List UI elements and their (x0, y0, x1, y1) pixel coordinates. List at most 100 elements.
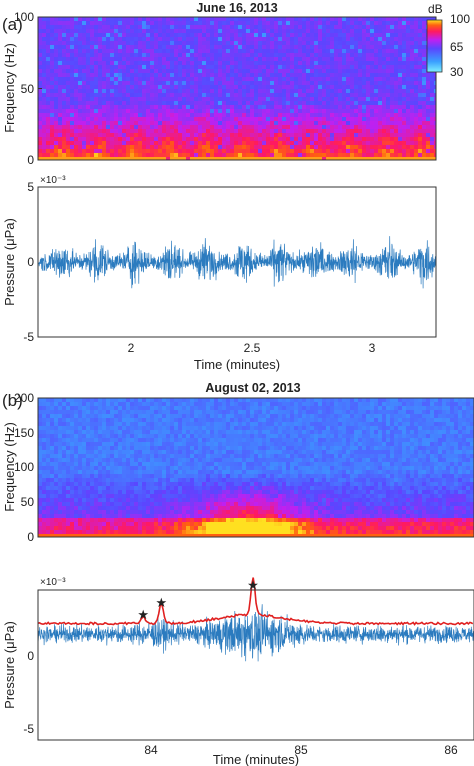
spectrogram-cell (158, 398, 162, 402)
spectrogram-cell (234, 101, 238, 105)
spectrogram-cell (118, 113, 122, 117)
spectrogram-cell (66, 514, 70, 518)
spectrogram-cell (210, 81, 214, 85)
spectrogram-cell (66, 53, 70, 57)
spectrogram-cell (130, 65, 134, 69)
spectrogram-cell (54, 109, 58, 113)
spectrogram-cell (50, 454, 54, 458)
spectrogram-cell (386, 45, 390, 49)
spectrogram-cell (162, 53, 166, 57)
spectrogram-cell (378, 105, 382, 109)
spectrogram-cell (330, 89, 334, 93)
spectrogram-cell (58, 89, 62, 93)
spectrogram-cell (418, 145, 422, 149)
spectrogram-cell (86, 454, 90, 458)
spectrogram-cell (70, 37, 74, 41)
spectrogram-cell (178, 17, 182, 21)
spectrogram-cell (242, 25, 246, 29)
spectrogram-cell (226, 113, 230, 117)
spectrogram-cell (130, 406, 134, 410)
spectrogram-cell (74, 418, 78, 422)
spectrogram-cell (226, 157, 230, 160)
spectrogram-cell (74, 490, 78, 494)
spectrogram-cell (106, 113, 110, 117)
spectrogram-cell (290, 33, 294, 37)
spectrogram-cell (94, 474, 98, 478)
spectrogram-cell (62, 57, 66, 61)
spectrogram-cell (50, 410, 54, 414)
spectrogram-cell (46, 113, 50, 117)
spectrogram-cell (358, 57, 362, 61)
spectrogram-cell (422, 21, 426, 25)
spectrogram-cell (82, 458, 86, 462)
spectrogram-cell (306, 85, 310, 89)
spectrogram-cell (142, 29, 146, 33)
spectrogram-cell (170, 462, 174, 466)
spectrogram-cell (154, 438, 158, 442)
spectrogram-cell (310, 97, 314, 101)
spectrogram-cell (50, 141, 54, 145)
spectrogram-cell (382, 109, 386, 113)
spectrogram-cell (310, 93, 314, 97)
spectrogram-cell (322, 73, 326, 77)
spectrogram-cell (162, 526, 166, 530)
spectrogram-cell (242, 65, 246, 69)
spectrogram-cell (314, 41, 318, 45)
spectrogram-cell (74, 474, 78, 478)
spectrogram-cell (106, 430, 110, 434)
spectrogram-cell (134, 498, 138, 502)
spectrogram-cell (66, 37, 70, 41)
spectrogram-cell (130, 498, 134, 502)
spectrogram-cell (166, 454, 170, 458)
spectrogram-cell (78, 494, 82, 498)
spectrogram-cell (166, 93, 170, 97)
spectrogram-cell (310, 117, 314, 121)
spectrogram-cell (418, 49, 422, 53)
spectrogram-cell (58, 470, 62, 474)
spectrogram-cell (414, 21, 418, 25)
spectrogram-cell (234, 81, 238, 85)
spectrogram-cell (50, 506, 54, 510)
spectrogram-cell (170, 69, 174, 73)
spectrogram-cell (118, 125, 122, 129)
spectrogram-cell (426, 141, 430, 145)
spectrogram-cell (174, 438, 178, 442)
spectrogram-cell (158, 466, 162, 470)
spectrogram-cell (174, 454, 178, 458)
spectrogram-cell (70, 137, 74, 141)
spectrogram-cell (194, 101, 198, 105)
spectrogram-cell (166, 458, 170, 462)
spectrogram-cell (314, 85, 318, 89)
spectrogram-cell (190, 470, 194, 474)
spectrogram-cell (366, 17, 370, 21)
spectrogram-cell (270, 17, 274, 21)
spectrogram-cell (150, 117, 154, 121)
spectrogram-cell (250, 45, 254, 49)
spectrogram-cell (334, 29, 338, 33)
spectrogram-cell (78, 113, 82, 117)
spectrogram-cell (194, 53, 198, 57)
spectrogram-cell (102, 81, 106, 85)
spectrogram-cell (266, 101, 270, 105)
spectrogram-cell (246, 65, 250, 69)
spectrogram-cell (254, 101, 258, 105)
spectrogram-cell (274, 89, 278, 93)
spectrogram-cell (166, 25, 170, 29)
spectrogram-cell (146, 113, 150, 117)
spectrogram-cell (98, 470, 102, 474)
spectrogram-cell (298, 77, 302, 81)
spectrogram-cell (210, 109, 214, 113)
spectrogram-cell (214, 129, 218, 133)
spectrogram-cell (230, 57, 234, 61)
spectrogram-cell (158, 530, 162, 534)
spectrogram-cell (238, 17, 242, 21)
spectrogram-cell (126, 478, 130, 482)
spectrogram-cell (218, 113, 222, 117)
spectrogram-cell (234, 53, 238, 57)
spectrogram-cell (238, 97, 242, 101)
spectrogram-cell (150, 61, 154, 65)
spectrogram-cell (146, 73, 150, 77)
spectrogram-cell (294, 133, 298, 137)
spectrogram-cell (150, 486, 154, 490)
spectrogram-cell (422, 129, 426, 133)
